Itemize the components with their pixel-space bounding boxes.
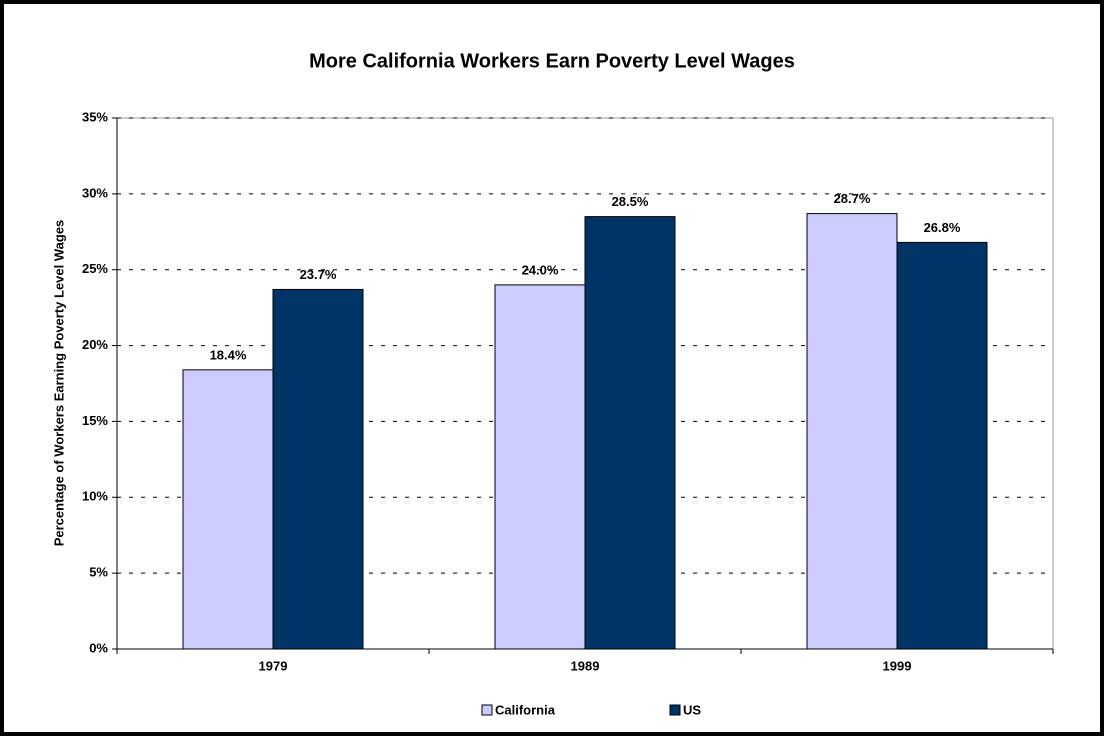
legend-swatch [481, 704, 493, 716]
x-tick-label: 1979 [259, 658, 288, 673]
legend-label: US [683, 702, 701, 717]
value-label: 23.7% [300, 267, 337, 282]
y-tick-label: 20% [82, 337, 108, 352]
bar [806, 213, 898, 650]
value-label: 28.7% [834, 191, 871, 206]
y-tick-label: 15% [82, 413, 108, 428]
y-tick-label: 5% [89, 565, 108, 580]
bar [272, 288, 364, 650]
x-tick-label: 1999 [883, 658, 912, 673]
y-tick-label: 0% [89, 640, 108, 655]
y-tick-label: 35% [82, 109, 108, 124]
y-tick-label: 10% [82, 489, 108, 504]
y-tick-label: 25% [82, 261, 108, 276]
bar [182, 369, 274, 650]
bar [896, 241, 988, 650]
x-tick-label: 1989 [571, 658, 600, 673]
legend-label: California [495, 702, 556, 717]
y-tick-label: 30% [82, 185, 108, 200]
bar [584, 216, 676, 650]
bar [494, 284, 586, 650]
value-label: 24.0% [522, 262, 559, 277]
chart-title: More California Workers Earn Poverty Lev… [309, 50, 795, 72]
value-label: 26.8% [924, 220, 961, 235]
legend-swatch [669, 704, 681, 716]
value-label: 18.4% [210, 347, 247, 362]
value-label: 28.5% [612, 194, 649, 209]
y-axis-label: Percentage of Workers Earning Poverty Le… [51, 220, 66, 547]
